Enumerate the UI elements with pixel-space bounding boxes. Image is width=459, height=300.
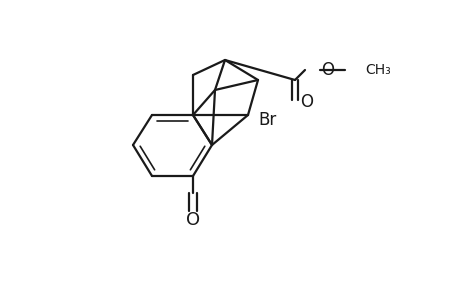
Text: CH₃: CH₃ [364,63,390,77]
Text: O: O [300,93,313,111]
Text: O: O [321,61,334,79]
Text: Br: Br [258,111,276,129]
Text: O: O [185,211,200,229]
